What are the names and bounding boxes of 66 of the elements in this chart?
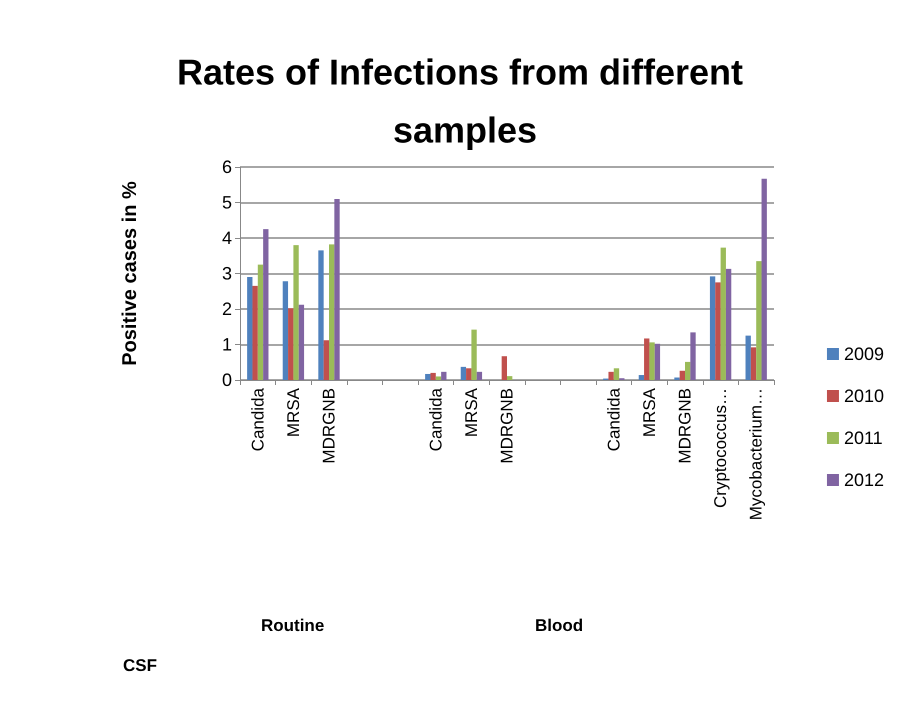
bar <box>263 229 268 380</box>
bar <box>762 178 767 380</box>
bar <box>334 198 340 380</box>
bar <box>649 342 655 380</box>
y-tick-label: 4 <box>222 228 232 248</box>
bar <box>680 370 685 380</box>
bar <box>247 277 252 380</box>
bar <box>644 338 650 380</box>
bar <box>329 244 334 380</box>
x-tick-label: Candida <box>248 387 268 452</box>
legend-label: 2009 <box>844 344 884 364</box>
text: Routine <box>261 616 324 635</box>
y-tick-label: 0 <box>222 370 232 390</box>
y-axis-title: Positive cases in % <box>119 181 141 366</box>
bar <box>298 304 304 380</box>
bar <box>507 376 512 380</box>
bar <box>466 368 472 380</box>
y-tick-label: 3 <box>222 264 232 284</box>
x-tick-label: MDRGNB <box>498 388 516 464</box>
bar <box>293 245 299 380</box>
bar <box>476 372 482 380</box>
bar <box>750 347 756 380</box>
bar <box>282 281 288 380</box>
text: CSF <box>123 656 157 675</box>
y-tick-label: 6 <box>222 157 232 177</box>
y-tick-label: 2 <box>222 299 232 319</box>
bar <box>471 330 477 380</box>
bar <box>685 362 690 380</box>
legend-label: 2010 <box>844 386 884 406</box>
bar <box>720 248 726 380</box>
text: Blood <box>535 616 584 635</box>
bar <box>690 332 696 380</box>
x-tick-label: MDRGNB <box>676 388 694 464</box>
bar <box>318 250 324 380</box>
bar <box>425 374 430 380</box>
bar <box>324 340 329 380</box>
bar <box>715 282 721 380</box>
bar <box>430 372 436 380</box>
bar <box>746 336 751 380</box>
chart-title: Rates of Infections from different samples <box>176 52 754 150</box>
bar <box>608 372 614 380</box>
bar <box>258 264 264 380</box>
y-tick-label: 1 <box>222 334 232 354</box>
legend-label: 2012 <box>844 470 884 490</box>
legend-label: 2011 <box>844 428 883 448</box>
bar <box>614 368 620 380</box>
x-tick-label: Cryptococcus… <box>711 388 730 508</box>
bar <box>460 366 466 380</box>
bar <box>654 344 660 380</box>
bar <box>638 375 644 380</box>
bar <box>726 268 732 380</box>
x-tick-label: MRSA <box>284 387 303 438</box>
x-tick-label: MRSA <box>462 387 481 438</box>
x-tick-label: Mycobacterium… <box>746 388 766 520</box>
x-tick-label: MRSA <box>640 387 659 438</box>
bar <box>441 372 446 380</box>
bar <box>756 261 762 380</box>
x-tick-label: Candida <box>604 387 624 452</box>
bar <box>288 308 294 380</box>
x-tick-label: MDRGNB <box>320 388 338 464</box>
y-tick-label: 5 <box>222 192 232 212</box>
bar <box>710 276 716 380</box>
bar <box>502 356 507 380</box>
bar <box>252 286 258 380</box>
x-tick-label: Candida <box>426 387 446 452</box>
bar <box>436 376 442 380</box>
